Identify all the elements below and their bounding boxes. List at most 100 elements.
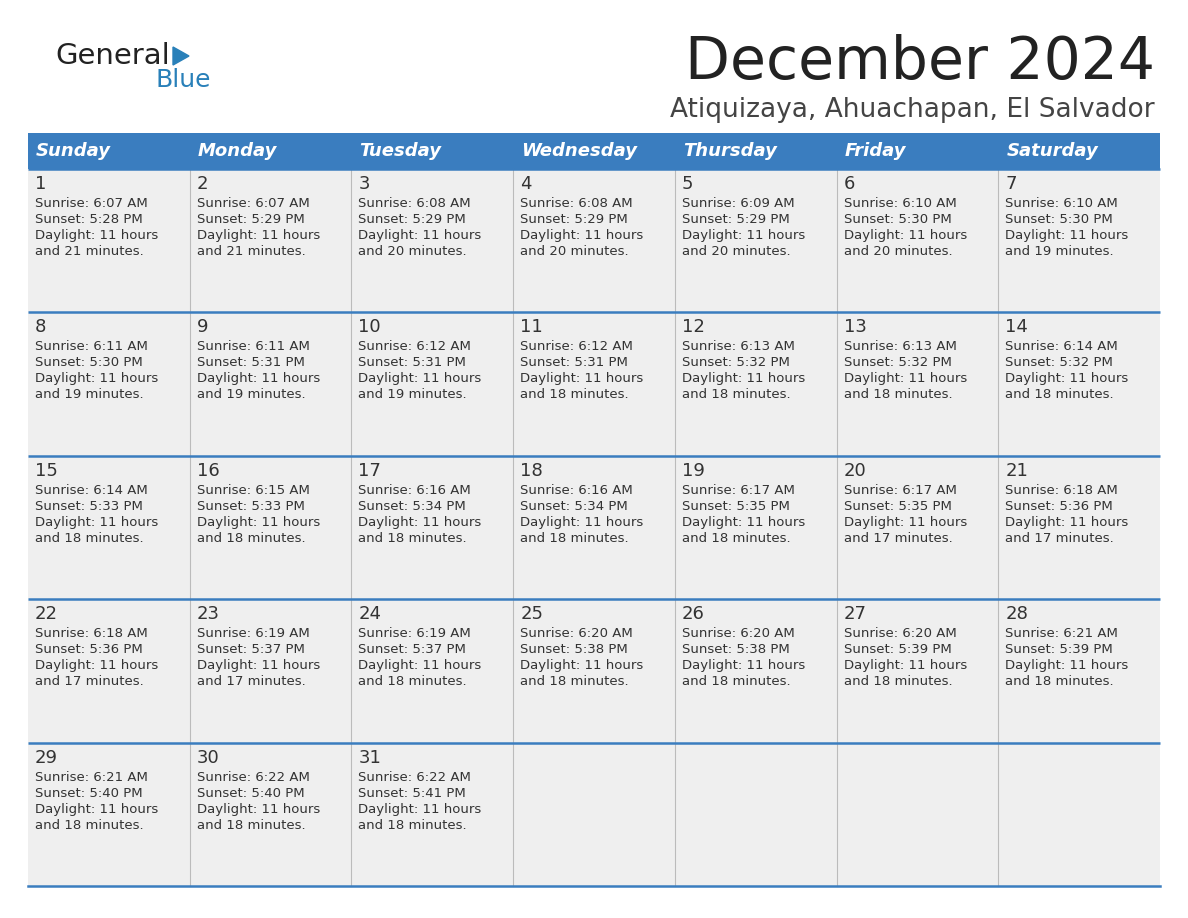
Text: 18: 18 — [520, 462, 543, 480]
Text: and 18 minutes.: and 18 minutes. — [359, 819, 467, 832]
Text: 16: 16 — [197, 462, 220, 480]
Bar — [513, 312, 675, 456]
Text: and 17 minutes.: and 17 minutes. — [197, 676, 305, 688]
Text: Sunset: 5:32 PM: Sunset: 5:32 PM — [682, 356, 790, 369]
Bar — [675, 133, 836, 169]
Text: Daylight: 11 hours: Daylight: 11 hours — [1005, 373, 1129, 386]
Text: and 20 minutes.: and 20 minutes. — [359, 245, 467, 258]
Text: and 18 minutes.: and 18 minutes. — [1005, 676, 1114, 688]
Text: Daylight: 11 hours: Daylight: 11 hours — [359, 659, 481, 672]
Text: Sunset: 5:33 PM: Sunset: 5:33 PM — [197, 499, 304, 513]
Bar — [998, 456, 1159, 599]
Text: Sunrise: 6:09 AM: Sunrise: 6:09 AM — [682, 197, 795, 210]
Text: Sunrise: 6:21 AM: Sunrise: 6:21 AM — [1005, 627, 1118, 640]
Text: 10: 10 — [359, 319, 381, 336]
Text: and 21 minutes.: and 21 minutes. — [34, 245, 144, 258]
Text: and 18 minutes.: and 18 minutes. — [520, 388, 628, 401]
Bar — [352, 599, 513, 743]
Text: Daylight: 11 hours: Daylight: 11 hours — [197, 802, 320, 815]
Text: Sunrise: 6:10 AM: Sunrise: 6:10 AM — [1005, 197, 1118, 210]
Text: Sunrise: 6:20 AM: Sunrise: 6:20 AM — [843, 627, 956, 640]
Bar — [190, 312, 352, 456]
Text: Sunset: 5:31 PM: Sunset: 5:31 PM — [197, 356, 304, 369]
Bar — [29, 456, 190, 599]
Text: and 19 minutes.: and 19 minutes. — [1005, 245, 1114, 258]
Bar — [29, 133, 190, 169]
Text: and 20 minutes.: and 20 minutes. — [843, 245, 953, 258]
Text: and 18 minutes.: and 18 minutes. — [197, 532, 305, 544]
Bar — [836, 169, 998, 312]
Text: Daylight: 11 hours: Daylight: 11 hours — [359, 802, 481, 815]
Text: Daylight: 11 hours: Daylight: 11 hours — [843, 229, 967, 242]
Text: Sunrise: 6:07 AM: Sunrise: 6:07 AM — [197, 197, 309, 210]
Bar — [352, 133, 513, 169]
Text: Sunset: 5:40 PM: Sunset: 5:40 PM — [197, 787, 304, 800]
Text: Sunrise: 6:10 AM: Sunrise: 6:10 AM — [843, 197, 956, 210]
Text: Sunset: 5:36 PM: Sunset: 5:36 PM — [34, 644, 143, 656]
Text: Sunrise: 6:16 AM: Sunrise: 6:16 AM — [520, 484, 633, 497]
Text: and 18 minutes.: and 18 minutes. — [520, 532, 628, 544]
Text: Daylight: 11 hours: Daylight: 11 hours — [843, 516, 967, 529]
Text: and 18 minutes.: and 18 minutes. — [682, 532, 790, 544]
Text: 6: 6 — [843, 175, 855, 193]
Text: 26: 26 — [682, 605, 704, 623]
Text: Sunrise: 6:14 AM: Sunrise: 6:14 AM — [1005, 341, 1118, 353]
Text: and 19 minutes.: and 19 minutes. — [34, 388, 144, 401]
Text: Sunset: 5:32 PM: Sunset: 5:32 PM — [843, 356, 952, 369]
Bar — [190, 456, 352, 599]
Text: 3: 3 — [359, 175, 369, 193]
Polygon shape — [173, 47, 189, 65]
Text: 4: 4 — [520, 175, 532, 193]
Text: Daylight: 11 hours: Daylight: 11 hours — [197, 229, 320, 242]
Text: Saturday: Saturday — [1006, 142, 1098, 160]
Text: Sunrise: 6:22 AM: Sunrise: 6:22 AM — [359, 770, 472, 784]
Bar — [352, 743, 513, 886]
Text: Sunset: 5:40 PM: Sunset: 5:40 PM — [34, 787, 143, 800]
Bar — [675, 456, 836, 599]
Text: Sunset: 5:37 PM: Sunset: 5:37 PM — [359, 644, 467, 656]
Text: Sunrise: 6:07 AM: Sunrise: 6:07 AM — [34, 197, 147, 210]
Text: Sunset: 5:39 PM: Sunset: 5:39 PM — [843, 644, 952, 656]
Text: Sunrise: 6:13 AM: Sunrise: 6:13 AM — [682, 341, 795, 353]
Text: Sunset: 5:29 PM: Sunset: 5:29 PM — [359, 213, 466, 226]
Text: Sunset: 5:30 PM: Sunset: 5:30 PM — [34, 356, 143, 369]
Text: Sunrise: 6:19 AM: Sunrise: 6:19 AM — [197, 627, 309, 640]
Bar — [29, 599, 190, 743]
Text: and 19 minutes.: and 19 minutes. — [359, 388, 467, 401]
Text: Daylight: 11 hours: Daylight: 11 hours — [1005, 229, 1129, 242]
Text: Daylight: 11 hours: Daylight: 11 hours — [197, 373, 320, 386]
Bar — [998, 169, 1159, 312]
Text: 31: 31 — [359, 748, 381, 767]
Bar — [29, 169, 190, 312]
Text: Daylight: 11 hours: Daylight: 11 hours — [520, 516, 644, 529]
Text: Daylight: 11 hours: Daylight: 11 hours — [843, 659, 967, 672]
Bar — [836, 743, 998, 886]
Text: and 20 minutes.: and 20 minutes. — [520, 245, 628, 258]
Text: Sunset: 5:39 PM: Sunset: 5:39 PM — [1005, 644, 1113, 656]
Text: December 2024: December 2024 — [685, 35, 1155, 92]
Bar — [29, 743, 190, 886]
Text: Daylight: 11 hours: Daylight: 11 hours — [682, 373, 805, 386]
Text: Wednesday: Wednesday — [522, 142, 637, 160]
Text: Sunrise: 6:14 AM: Sunrise: 6:14 AM — [34, 484, 147, 497]
Bar — [352, 312, 513, 456]
Text: Sunset: 5:38 PM: Sunset: 5:38 PM — [682, 644, 790, 656]
Text: Sunrise: 6:15 AM: Sunrise: 6:15 AM — [197, 484, 310, 497]
Text: 15: 15 — [34, 462, 58, 480]
Text: Sunrise: 6:20 AM: Sunrise: 6:20 AM — [682, 627, 795, 640]
Text: Sunset: 5:29 PM: Sunset: 5:29 PM — [682, 213, 790, 226]
Bar — [675, 599, 836, 743]
Text: Tuesday: Tuesday — [360, 142, 442, 160]
Text: Sunset: 5:30 PM: Sunset: 5:30 PM — [1005, 213, 1113, 226]
Text: 27: 27 — [843, 605, 866, 623]
Bar — [836, 312, 998, 456]
Bar — [190, 599, 352, 743]
Text: and 18 minutes.: and 18 minutes. — [682, 388, 790, 401]
Text: and 20 minutes.: and 20 minutes. — [682, 245, 790, 258]
Text: Sunrise: 6:11 AM: Sunrise: 6:11 AM — [34, 341, 147, 353]
Text: Sunset: 5:34 PM: Sunset: 5:34 PM — [520, 499, 628, 513]
Text: Sunset: 5:29 PM: Sunset: 5:29 PM — [197, 213, 304, 226]
Text: and 17 minutes.: and 17 minutes. — [1005, 532, 1114, 544]
Text: Daylight: 11 hours: Daylight: 11 hours — [359, 516, 481, 529]
Text: Sunrise: 6:22 AM: Sunrise: 6:22 AM — [197, 770, 310, 784]
